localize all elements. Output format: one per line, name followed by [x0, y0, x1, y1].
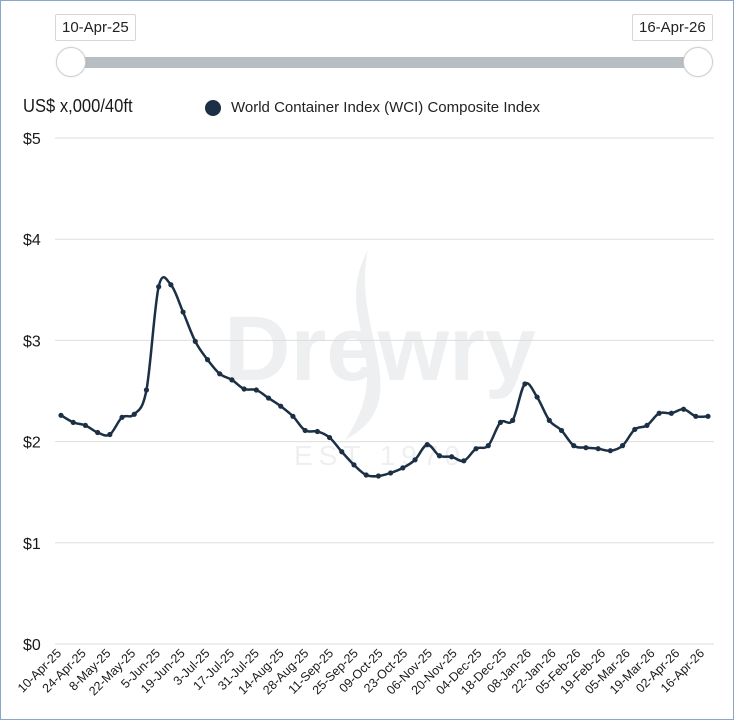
- data-point: [253, 387, 259, 393]
- data-point: [375, 473, 381, 479]
- data-point: [436, 453, 443, 459]
- y-tick-label: $1: [23, 536, 41, 553]
- range-end-label: 16-Apr-26: [632, 14, 713, 41]
- data-point: [693, 413, 699, 419]
- legend-label: World Container Index (WCI) Composite In…: [231, 99, 541, 116]
- data-point: [497, 419, 504, 425]
- y-tick-label: $2: [23, 435, 41, 452]
- date-range-track[interactable]: [72, 57, 698, 68]
- data-point: [180, 309, 186, 315]
- y-tick-label: $0: [23, 637, 41, 654]
- data-point: [449, 454, 455, 460]
- data-point: [351, 462, 357, 468]
- data-point: [339, 449, 345, 455]
- watermark-flame-icon: [345, 250, 381, 440]
- data-point: [400, 465, 406, 471]
- data-point: [143, 387, 150, 393]
- data-point: [534, 394, 540, 400]
- data-point: [424, 442, 430, 448]
- data-point: [607, 448, 613, 454]
- data-point: [705, 413, 711, 419]
- data-point: [204, 357, 211, 363]
- data-point: [619, 443, 626, 449]
- data-point: [583, 445, 589, 451]
- data-point: [314, 428, 320, 435]
- data-point: [290, 413, 296, 419]
- range-start-label: 10-Apr-25: [55, 14, 136, 41]
- data-point: [70, 419, 76, 425]
- data-point: [546, 417, 552, 423]
- data-point: [326, 434, 333, 441]
- data-point: [241, 386, 247, 392]
- data-point: [131, 411, 137, 417]
- legend-marker: [205, 99, 221, 116]
- data-point: [668, 410, 674, 416]
- data-point: [278, 403, 284, 409]
- data-point: [168, 282, 174, 288]
- data-point: [229, 377, 235, 383]
- data-point: [192, 338, 198, 345]
- data-point: [644, 422, 650, 429]
- data-point: [522, 381, 528, 387]
- y-tick-label: $3: [23, 333, 41, 350]
- data-point: [558, 427, 565, 434]
- data-point: [510, 417, 516, 423]
- range-end-handle[interactable]: [683, 47, 713, 77]
- data-point: [302, 427, 308, 434]
- data-point: [58, 412, 64, 418]
- data-point: [95, 429, 101, 436]
- data-point: [680, 406, 687, 412]
- data-point: [412, 457, 418, 463]
- y-tick-label: $4: [23, 232, 41, 249]
- data-point: [461, 458, 467, 464]
- data-point: [656, 410, 662, 416]
- data-point: [156, 284, 162, 290]
- y-axis-label: US$ x,000/40ft: [23, 96, 133, 116]
- drewry-watermark: Drewry EST 1970: [224, 250, 536, 471]
- data-point: [473, 446, 479, 452]
- watermark-brand: Drewry: [224, 298, 536, 400]
- data-point: [119, 414, 125, 420]
- data-point: [485, 443, 491, 449]
- data-point: [107, 431, 113, 438]
- data-point: [217, 371, 223, 377]
- range-start-handle[interactable]: [56, 47, 86, 77]
- legend[interactable]: World Container Index (WCI) Composite In…: [205, 99, 540, 116]
- data-point: [363, 472, 369, 478]
- data-point: [388, 470, 394, 476]
- data-point: [595, 446, 601, 452]
- data-point: [82, 422, 89, 429]
- watermark-tagline: EST 1970: [294, 440, 466, 471]
- y-tick-label: $5: [23, 131, 41, 148]
- data-point: [571, 443, 577, 449]
- data-point: [265, 395, 272, 401]
- data-point: [632, 426, 638, 433]
